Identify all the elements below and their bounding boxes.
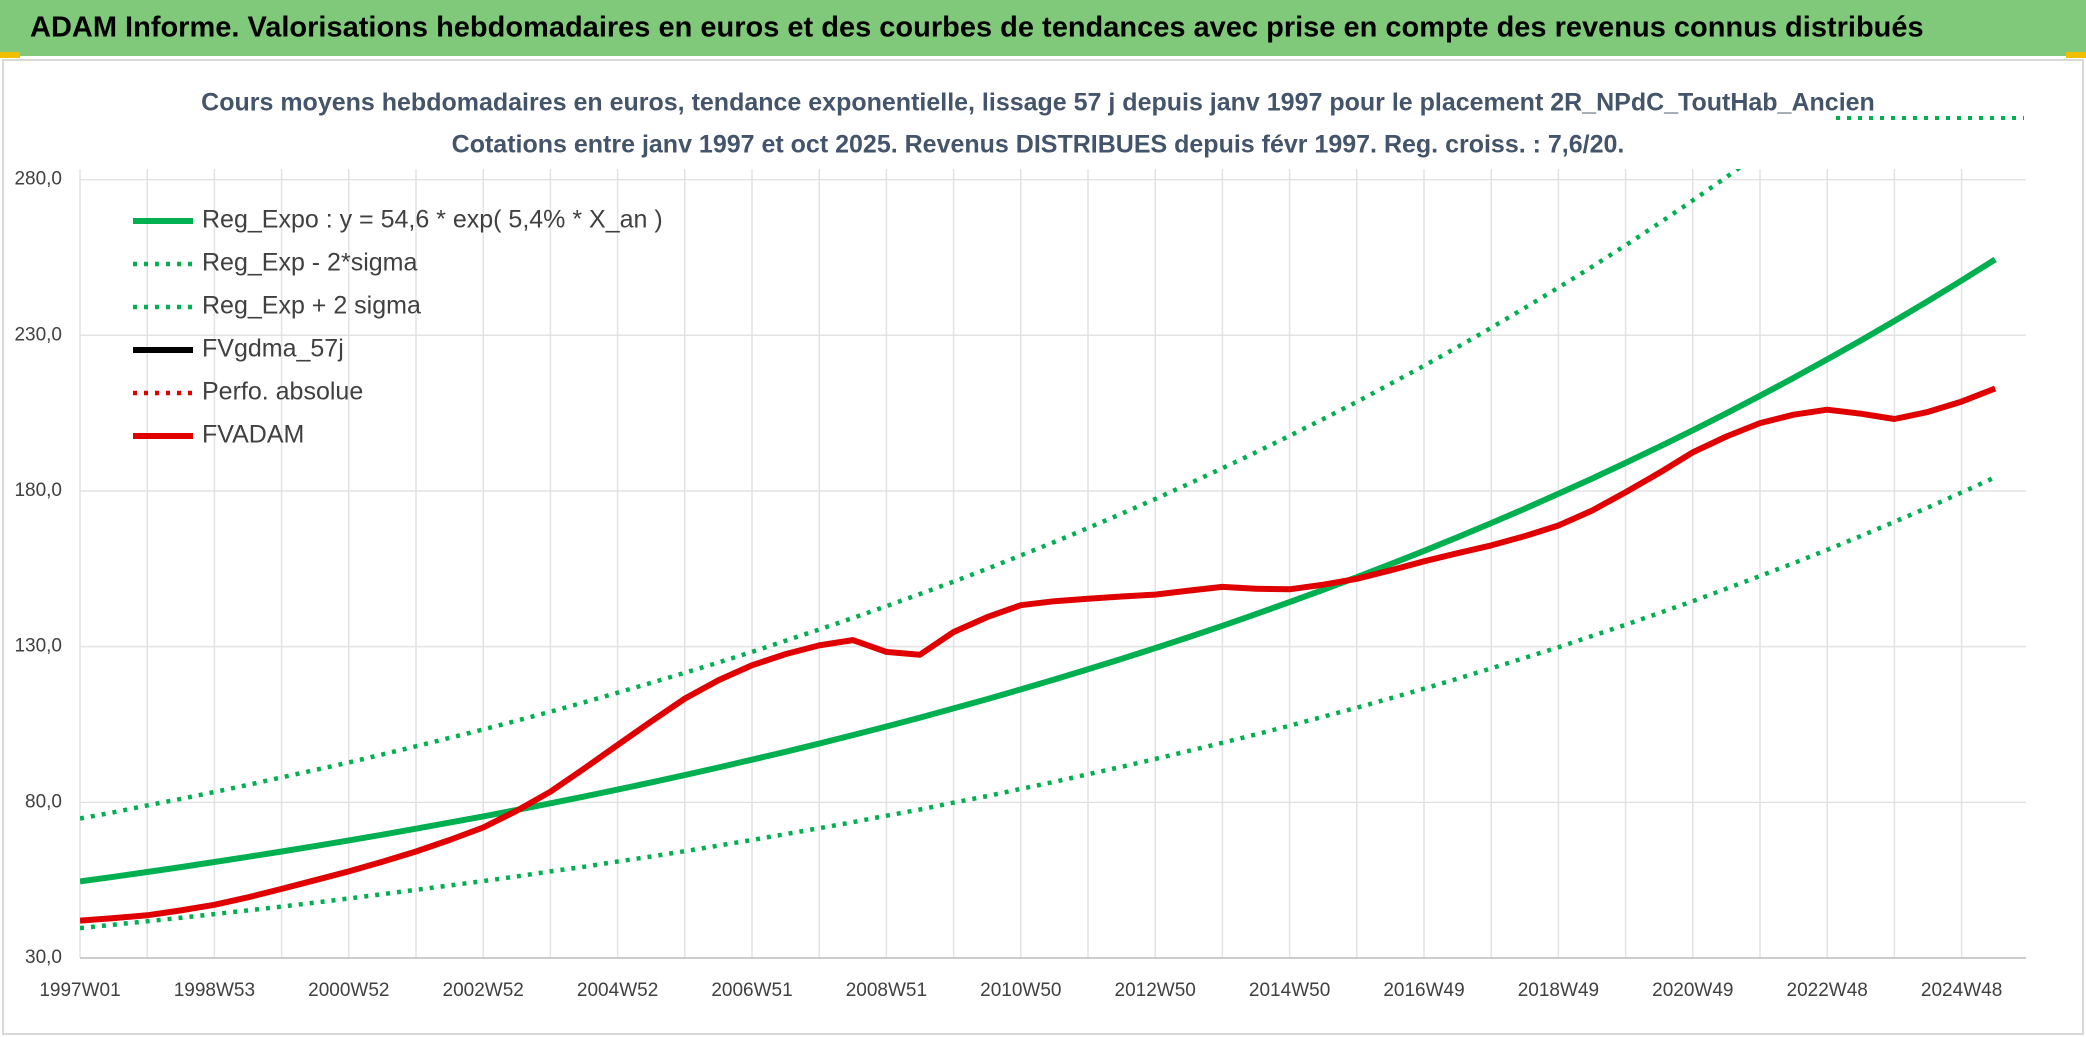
y-tick-label: 130,0 [14, 636, 62, 657]
y-tick-label: 280,0 [14, 169, 62, 190]
x-tick-label: 1997W01 [39, 980, 120, 1001]
x-tick-label: 2008W51 [846, 980, 927, 1001]
x-tick-label: 1998W53 [174, 980, 255, 1001]
x-tick-label: 2018W49 [1518, 980, 1599, 1001]
y-tick-label: 230,0 [14, 324, 62, 345]
series-line [80, 169, 1742, 821]
series-line [80, 475, 1997, 931]
series-line [80, 256, 1997, 885]
x-tick-label: 2010W50 [980, 980, 1061, 1001]
chart-frame [2, 59, 2084, 1035]
legend-label: Reg_Exp - 2*sigma [202, 249, 417, 277]
y-tick-label: 30,0 [25, 947, 62, 968]
x-tick-label: 2006W51 [711, 980, 792, 1001]
legend-label: Reg_Expo : y = 54,6 * exp( 5,4% * X_an ) [202, 206, 663, 234]
legend-label: FVADAM [202, 421, 304, 449]
x-tick-label: 2014W50 [1249, 980, 1330, 1001]
header-bar [0, 0, 2086, 56]
page-title: ADAM Informe. Valorisations hebdomadaire… [30, 12, 1924, 44]
series-line [80, 385, 1997, 924]
y-tick-label: 80,0 [25, 791, 62, 812]
legend-label: FVgdma_57j [202, 335, 344, 363]
x-tick-label: 2016W49 [1383, 980, 1464, 1001]
corner [2066, 52, 2086, 58]
x-tick-label: 2002W52 [443, 980, 524, 1001]
chart-subtitle: Cours moyens hebdomadaires en euros, ten… [201, 89, 1875, 117]
x-tick-label: 2004W52 [577, 980, 658, 1001]
x-tick-label: 2024W48 [1921, 980, 2002, 1001]
x-tick-label: 2000W52 [308, 980, 389, 1001]
y-tick-label: 180,0 [14, 480, 62, 501]
corner [0, 52, 20, 58]
legend-label: Perfo. absolue [202, 378, 363, 406]
x-tick-label: 2012W50 [1115, 980, 1196, 1001]
x-tick-label: 2020W49 [1652, 980, 1733, 1001]
x-tick-label: 2022W48 [1787, 980, 1868, 1001]
legend-label: Reg_Exp + 2 sigma [202, 292, 421, 320]
chart-subtitle: Cotations entre janv 1997 et oct 2025. R… [452, 131, 1625, 159]
